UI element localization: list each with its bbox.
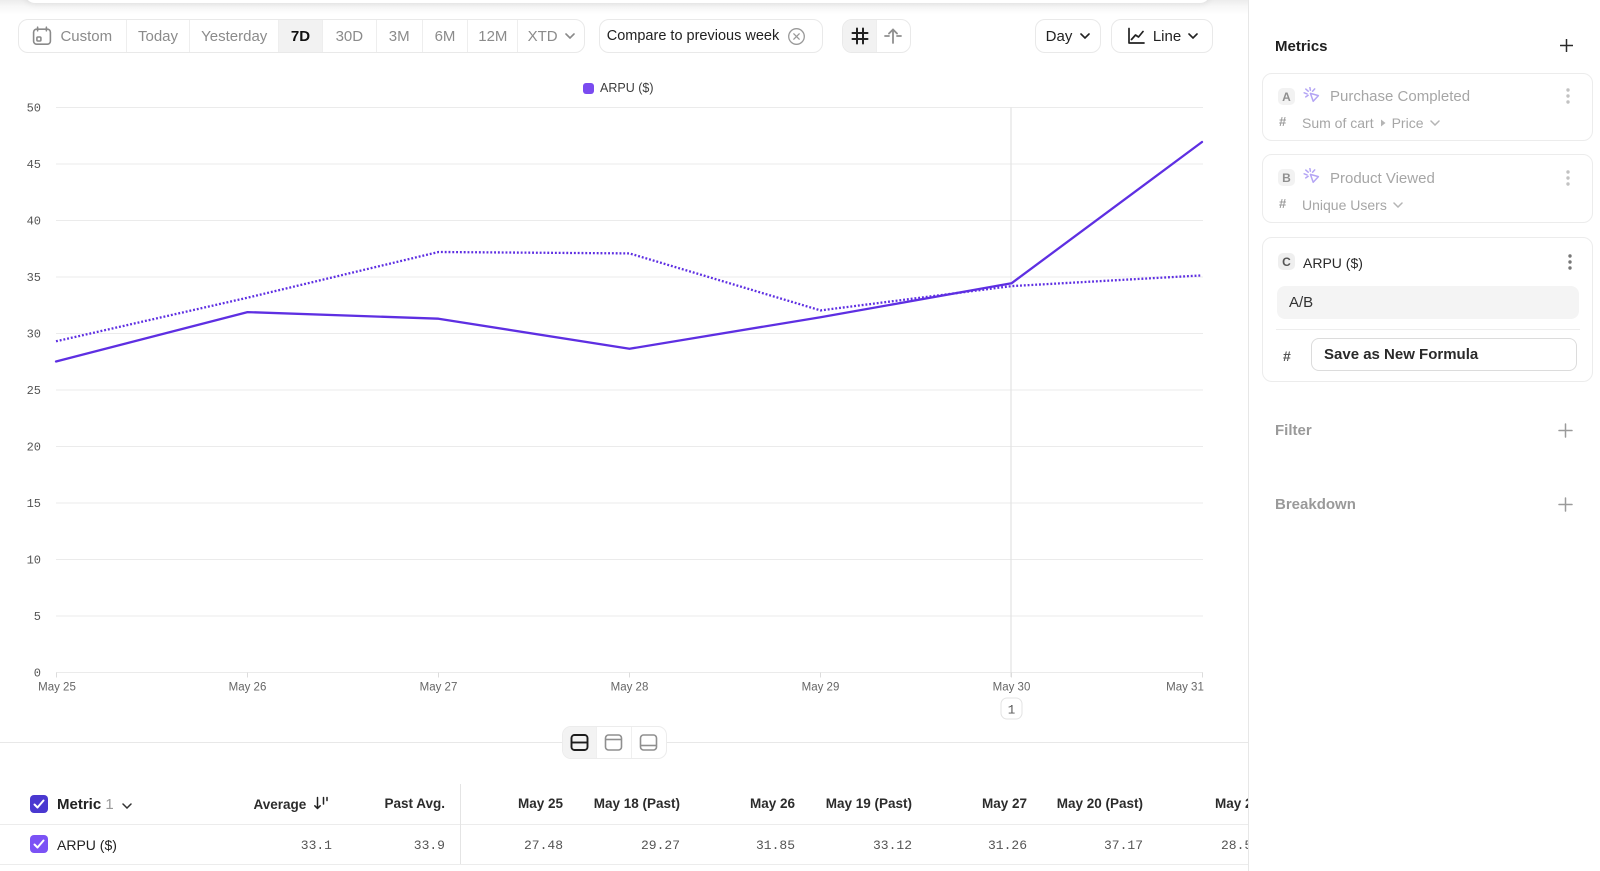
svg-text:50: 50	[27, 102, 41, 116]
svg-text:40: 40	[27, 215, 41, 229]
svg-text:May 30: May 30	[993, 682, 1031, 694]
svg-text:0: 0	[34, 667, 41, 681]
svg-text:May 31: May 31	[1166, 682, 1204, 694]
svg-text:25: 25	[27, 384, 41, 398]
svg-text:5: 5	[34, 610, 41, 624]
svg-text:35: 35	[27, 271, 41, 285]
svg-text:1: 1	[1008, 704, 1016, 718]
svg-text:May 25: May 25	[38, 682, 76, 694]
svg-text:30: 30	[27, 328, 41, 342]
svg-text:May 26: May 26	[229, 682, 267, 694]
svg-text:May 29: May 29	[802, 682, 840, 694]
svg-text:15: 15	[27, 497, 41, 511]
svg-text:10: 10	[27, 554, 41, 568]
svg-text:45: 45	[27, 158, 41, 172]
svg-text:May 28: May 28	[611, 682, 649, 694]
svg-text:May 27: May 27	[420, 682, 458, 694]
svg-text:20: 20	[27, 441, 41, 455]
